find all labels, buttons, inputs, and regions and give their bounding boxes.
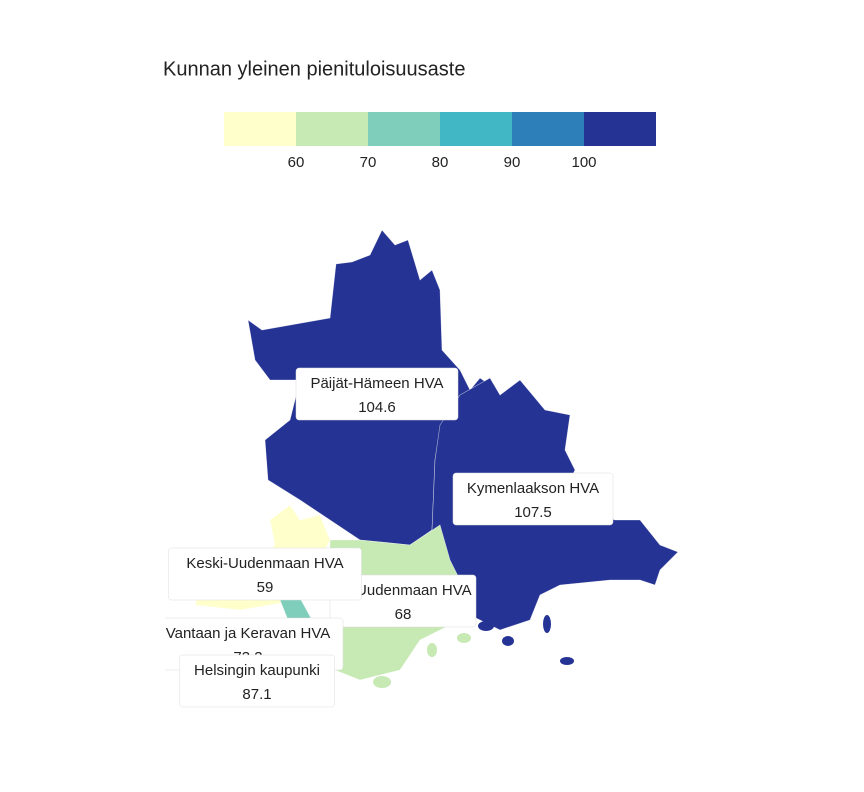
region-name: Itä-Uudenmaan HVA (334, 582, 471, 599)
legend: 60 70 80 90 100 (224, 112, 656, 171)
legend-swatch (512, 112, 584, 146)
legend-swatch (440, 112, 512, 146)
region-value: 104.6 (358, 399, 396, 416)
islands-light (373, 633, 471, 688)
legend-swatch (584, 112, 656, 146)
legend-tick-label: 100 (571, 154, 596, 171)
legend-tick-label: 70 (360, 154, 377, 171)
islands (478, 615, 574, 665)
legend-tick-label: 90 (504, 154, 521, 171)
label-box (329, 574, 477, 628)
label-box (168, 547, 362, 601)
region-value: 68 (395, 606, 412, 623)
label-box (179, 654, 335, 708)
legend-swatch (296, 112, 368, 146)
legend-swatch (368, 112, 440, 146)
region-name: Vantaan ja Keravan HVA (166, 625, 331, 642)
region-name: Helsingin kaupunki (194, 662, 320, 679)
region-name: Kymenlaakson HVA (467, 480, 599, 497)
region-name: Päijät-Hämeen HVA (310, 375, 443, 392)
label-box (295, 367, 459, 421)
title: Kunnan yleinen pienituloisuusaste (163, 58, 465, 80)
region-name: Keski-Uudenmaan HVA (186, 555, 343, 572)
region-value: 59 (257, 579, 274, 596)
region-value: 87.1 (242, 686, 271, 703)
label-box (452, 472, 614, 526)
legend-tick-label: 60 (288, 154, 305, 171)
labels: Päijät-Hämeen HVA 104.6 Kymenlaakson HVA 10… (165, 367, 614, 708)
legend-swatch (224, 112, 296, 146)
region-value: 107.5 (514, 504, 552, 521)
legend-tick-label: 80 (432, 154, 449, 171)
